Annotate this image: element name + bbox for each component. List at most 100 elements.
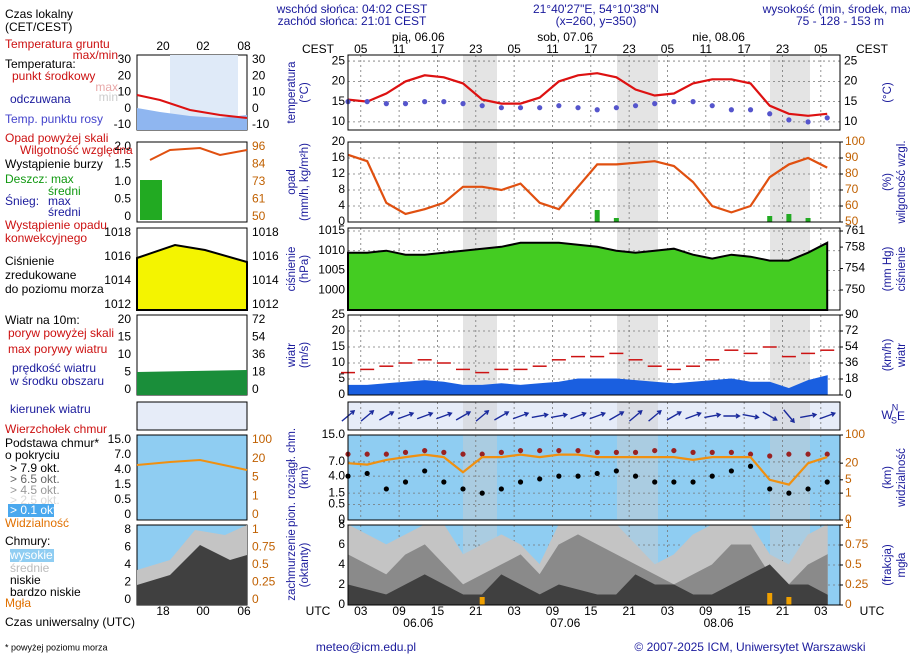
series-dot: [671, 447, 677, 454]
y-tick-label: 0: [338, 214, 345, 228]
compass-letter: S: [891, 415, 897, 425]
y-tick-label: 5: [338, 371, 345, 385]
series-dot: [402, 479, 409, 485]
y-tick-label: 15.0: [322, 427, 346, 441]
cest-label: 17: [584, 42, 598, 56]
mini-tick-label: 72: [252, 312, 266, 326]
mini-tick-label: 2: [124, 575, 131, 589]
series-dot: [537, 447, 543, 454]
mini-bar: [140, 180, 162, 220]
y2-tick-label: 50: [845, 214, 859, 228]
series-dot: [575, 447, 581, 454]
y-tick-label: 6: [338, 537, 345, 551]
legend-text: Opad powyżej skali: [5, 131, 108, 145]
series-bar: [767, 216, 773, 222]
mini-tick-label: 1018: [252, 225, 279, 239]
x-tick-label: 09: [392, 604, 406, 618]
night-band: [770, 55, 810, 130]
legend-text: w środku obszaru: [9, 374, 104, 388]
x-tick-label: 21: [622, 604, 636, 618]
wind-arrow: [783, 409, 795, 424]
night-band: [770, 315, 810, 395]
panel-frame: [347, 314, 841, 396]
series-dot: [364, 451, 370, 457]
cest-label: 05: [354, 42, 368, 56]
mini-tick-label: 30: [118, 52, 132, 66]
wind-arrow: [570, 411, 587, 420]
tz-label: UTC: [306, 604, 331, 618]
panel: 0 4 8 12 16 20 50 60 70 80 90 100 opad (mm/h, kg/m²h)…: [286, 134, 908, 228]
legend-text: Wierzchołek chmur: [5, 422, 107, 436]
y-tick-label: 1015: [318, 223, 345, 237]
cest-label: 17: [431, 42, 445, 56]
series-dot: [575, 473, 581, 479]
series-dot: [441, 479, 447, 485]
mini-tick-label: 7.0: [114, 447, 131, 461]
y2-axis-title: ciśnienie: [896, 247, 908, 292]
day-label: 07.06: [550, 616, 580, 630]
y-axis-title: zachmurzenie: [286, 529, 298, 601]
mini-tick-label: 0: [124, 101, 131, 115]
legend-text: (CET/CEST): [5, 20, 72, 34]
series-dot: [441, 449, 447, 455]
cest-label: 23: [776, 42, 790, 56]
wind-arrow: [475, 409, 490, 422]
y-tick-label: 25: [844, 53, 858, 67]
legend-text: Wystąpienie opadu: [5, 218, 107, 232]
wind-arrow: [723, 413, 741, 419]
series-dot: [594, 449, 600, 455]
legend-text: Temperatura gruntu: [5, 37, 110, 51]
panel: 0 2 4 6 8 0 0.25 0.5 0.75 1 zachmurzenie (oktanty) (…: [286, 517, 908, 611]
legend-text: > 2.5 okt.: [10, 493, 60, 507]
y2-tick-label: 0: [845, 597, 852, 611]
mini-tick-label: 0: [124, 209, 131, 223]
mini-tick-label: 0: [124, 507, 131, 521]
mini-panel: [136, 401, 248, 431]
y2-tick-label: 80: [845, 166, 859, 180]
panel-frame: [347, 434, 841, 521]
night-band: [463, 142, 497, 222]
mini-tick-label: 1: [252, 522, 259, 536]
mini-tick-label: 1018: [104, 225, 131, 239]
legend-text: konwekcyjnego: [5, 231, 87, 245]
y-tick-label: 4: [338, 198, 345, 212]
series-dot: [422, 468, 428, 474]
series-dot: [364, 470, 370, 477]
night-band: [770, 142, 810, 222]
night-band: [617, 402, 658, 430]
legend-text: > 7.9 okt.: [10, 461, 60, 475]
y-tick-label: 1000: [318, 282, 345, 296]
mini-tick-label: -10: [114, 117, 132, 131]
legend-text: Ciśnienie: [5, 254, 55, 268]
series-dot: [575, 105, 581, 111]
wind-arrow: [648, 409, 662, 422]
series-dot: [786, 490, 792, 496]
mini-tick-label: 20: [118, 312, 132, 326]
wind-arrow: [397, 411, 415, 420]
wind-arrow: [819, 411, 837, 420]
series-dot: [498, 449, 504, 455]
mini-tick-label: -10: [252, 117, 270, 131]
series-dot: [824, 451, 830, 457]
mini-fill: [136, 243, 248, 311]
x-tick-label: 03: [661, 604, 675, 618]
mini-tick-label: 0: [252, 592, 259, 606]
mini-tick-label: 20: [252, 68, 266, 82]
panel-bg: [348, 435, 840, 520]
series-line: [347, 153, 828, 216]
series-dot: [460, 451, 466, 457]
day-label: nie, 08.06: [692, 30, 745, 44]
mini-tick-label: 0: [252, 507, 259, 521]
y-axis-title: pion. rozciągł. chm.: [286, 428, 298, 527]
y-tick-label: 0: [338, 387, 345, 401]
compass-letter: W: [881, 408, 893, 422]
series-dot: [517, 105, 524, 111]
series-dot: [460, 486, 466, 492]
y2-axis-title: (km): [882, 466, 894, 489]
series-dot: [652, 101, 658, 107]
y-tick-label: 20: [844, 74, 858, 88]
mini-tick-label: 0: [124, 382, 131, 396]
legend-text: do poziomu morza: [5, 282, 104, 296]
